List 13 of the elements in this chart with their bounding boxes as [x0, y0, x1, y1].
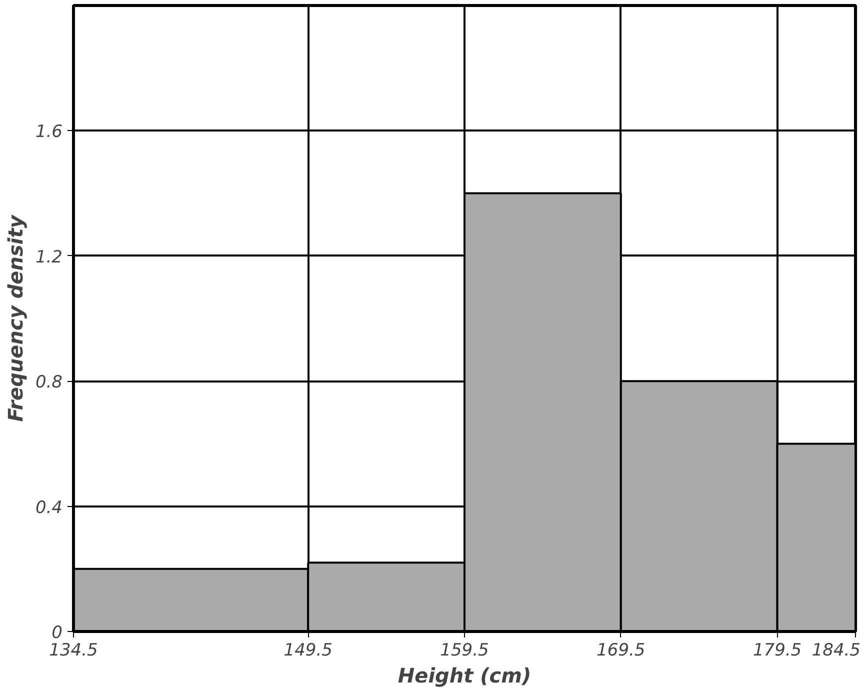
- x-tick-label: 149.5: [284, 640, 332, 660]
- x-axis-title: Height (cm): [398, 664, 532, 688]
- x-tick-label: 179.5: [752, 640, 802, 660]
- y-tick-label: 1.6: [35, 122, 63, 142]
- y-tick-label: 0.8: [35, 372, 63, 393]
- x-tick-label: 134.5: [49, 640, 98, 660]
- y-axis-title: Frequency density: [3, 214, 28, 422]
- y-tick-label: 0: [52, 623, 63, 643]
- x-tick-label: 169.5: [596, 640, 646, 660]
- x-tick-label: 184.5: [812, 640, 861, 660]
- y-tick-label: 1.2: [35, 247, 63, 268]
- x-tick-label: 159.5: [440, 640, 489, 660]
- y-tick-label: 0.4: [35, 498, 63, 518]
